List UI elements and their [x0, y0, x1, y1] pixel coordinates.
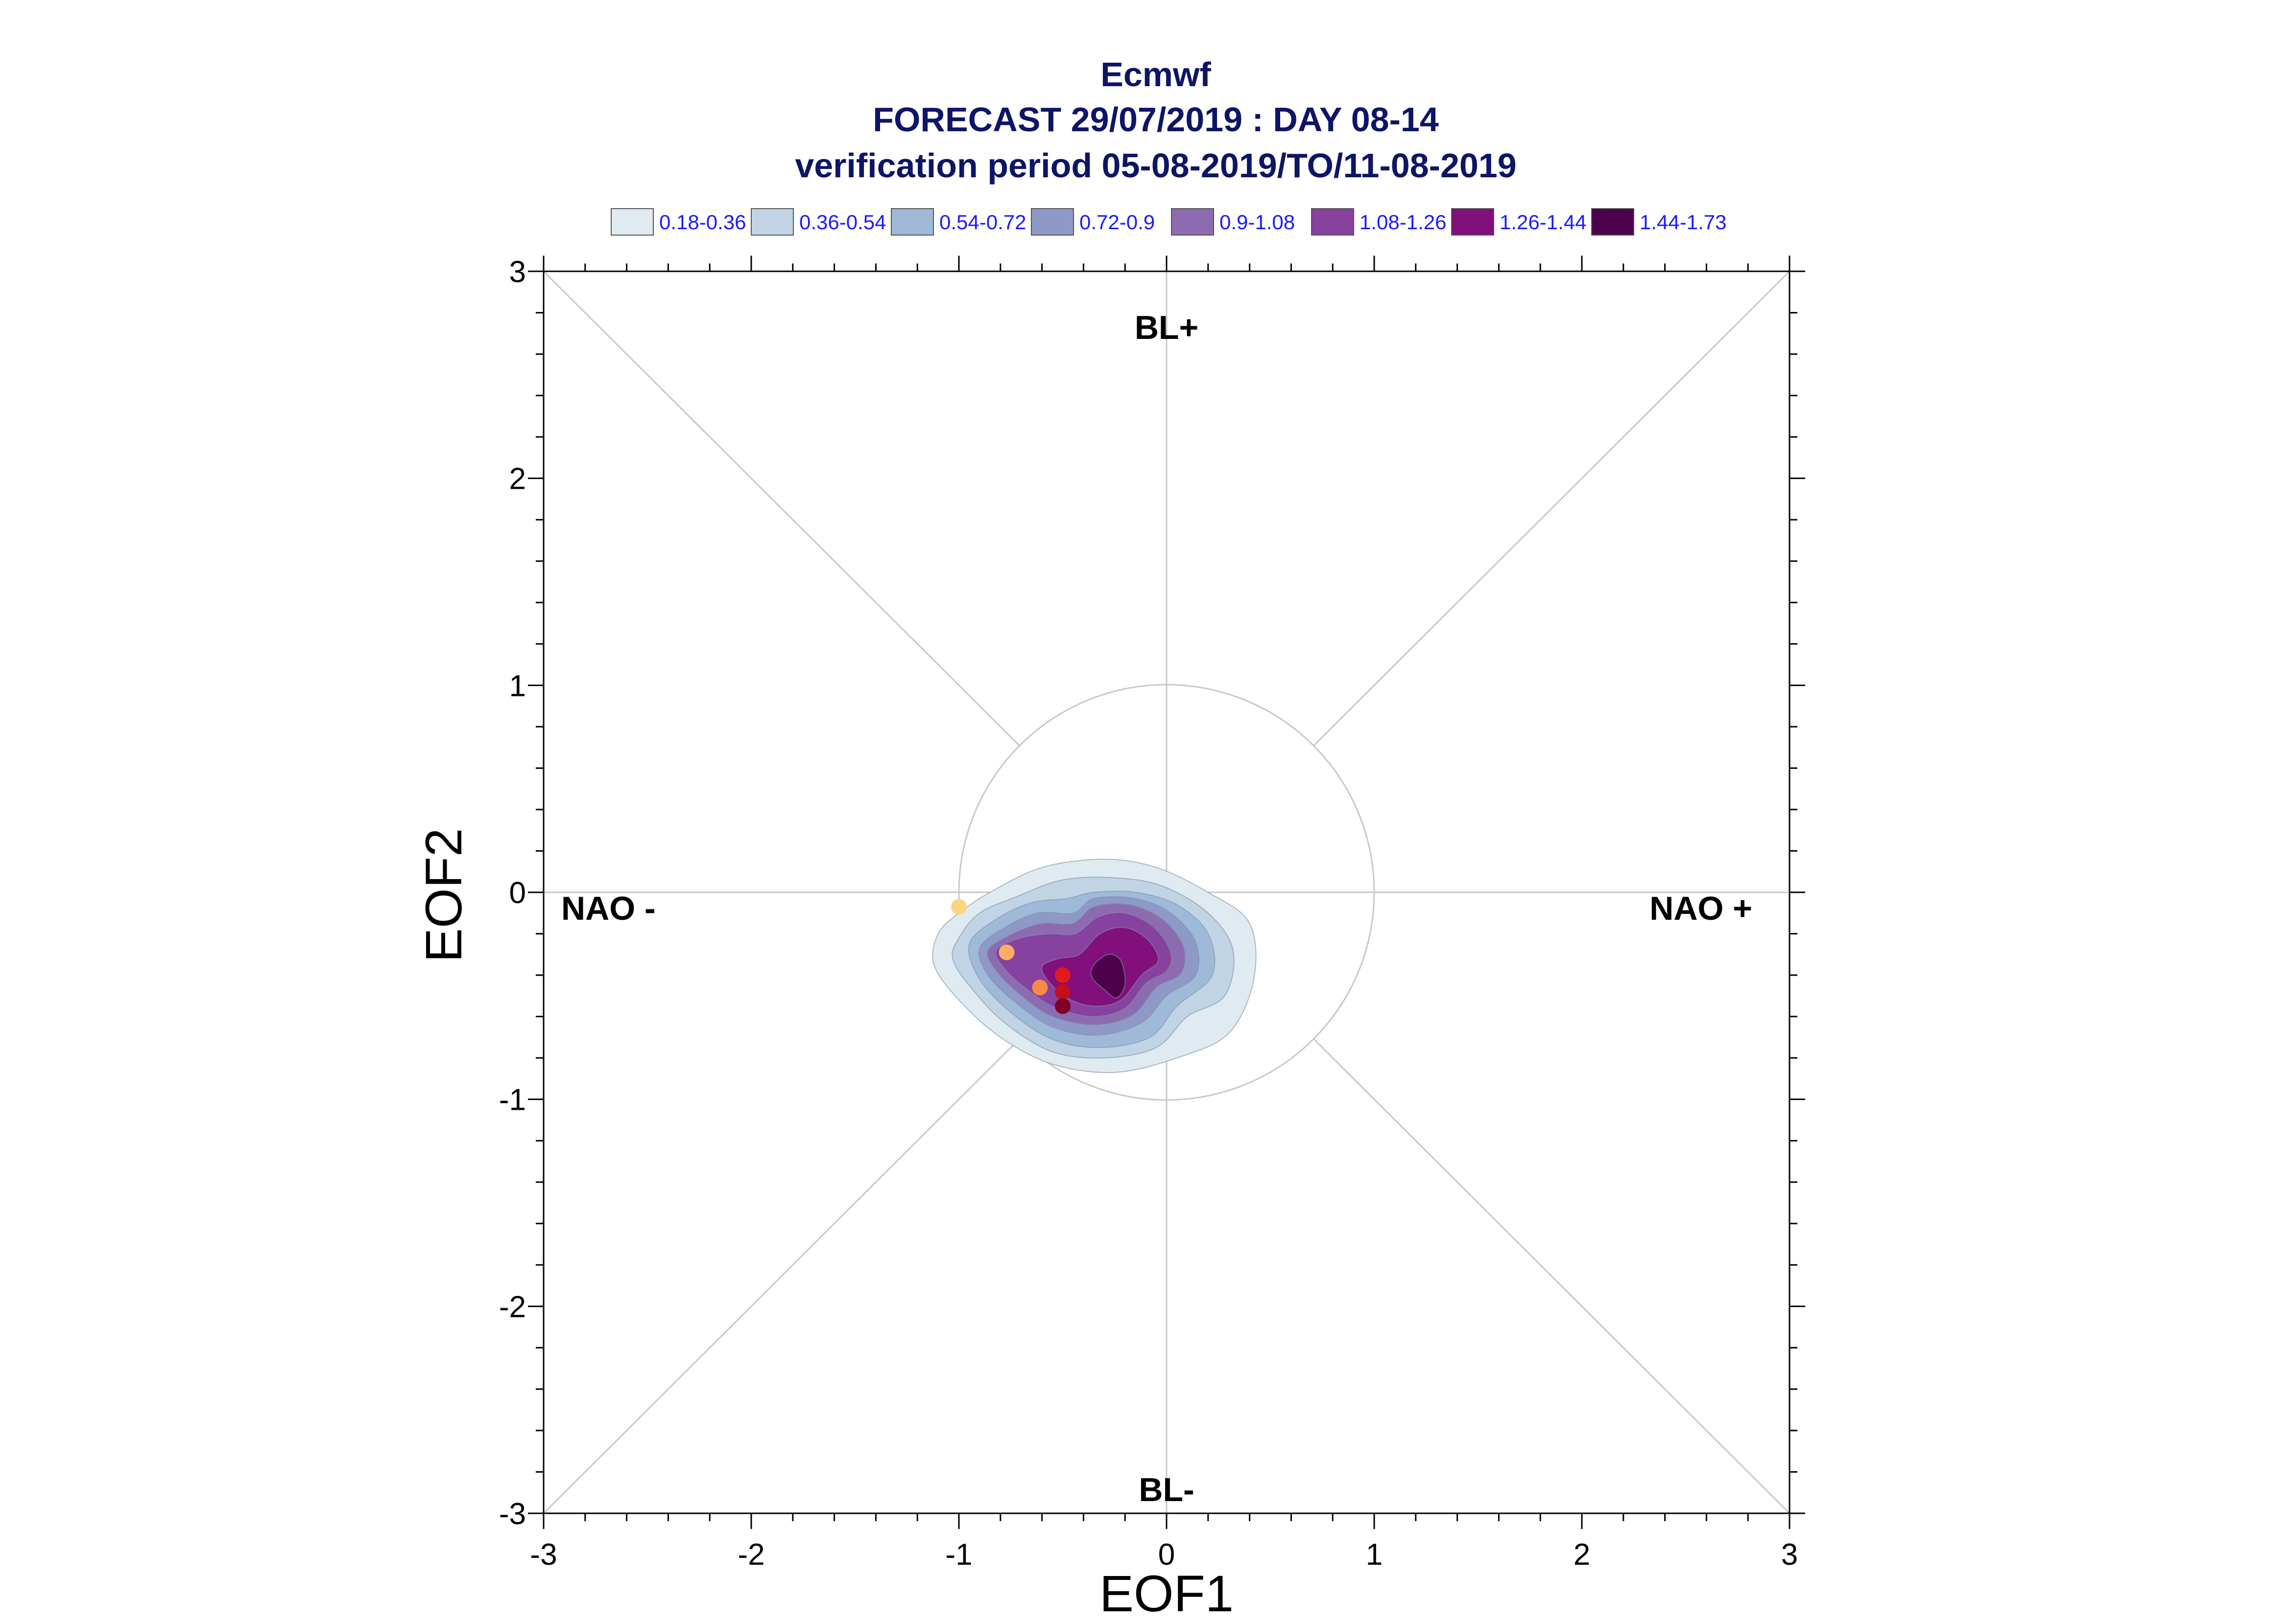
- scatter-point-1: [999, 944, 1015, 960]
- y-tick-label: 1: [509, 669, 526, 703]
- y-tick-label: 0: [509, 876, 526, 910]
- legend-swatch-7: [1591, 208, 1634, 236]
- scatter-point-3: [1055, 967, 1071, 983]
- regime-label-bottom: BL-: [1139, 1471, 1194, 1508]
- chart-title-line3: verification period 05-08-2019/TO/11-08-…: [795, 146, 1516, 185]
- regime-label-right: NAO +: [1649, 890, 1752, 927]
- grid-diagonal-ne: [1313, 270, 1790, 747]
- axis-ticks: -3 -2 -1 0 1 2 3 -3 -2 -1 0 1 2 3: [499, 255, 1805, 1572]
- legend-label-4: 0.9-1.08: [1219, 211, 1295, 234]
- legend-swatch-6: [1451, 208, 1494, 236]
- legend-swatch-1: [751, 208, 794, 236]
- scatter-points: [951, 899, 1071, 1014]
- density-contours: [932, 859, 1257, 1074]
- legend-label-2: 0.54-0.72: [939, 211, 1026, 234]
- y-tick-label: -3: [499, 1497, 526, 1531]
- unit-circle: [958, 684, 1375, 1101]
- legend-swatch-0: [611, 208, 654, 236]
- legend-swatch-2: [891, 208, 934, 236]
- x-tick-label: -2: [738, 1538, 764, 1572]
- legend-label-0: 0.18-0.36: [659, 211, 746, 234]
- x-tick-label: 1: [1366, 1538, 1383, 1572]
- legend-label-5: 1.08-1.26: [1360, 211, 1446, 234]
- y-tick-label: -2: [499, 1290, 526, 1324]
- density-contour-7: [1090, 954, 1126, 999]
- grid-diagonal-nw: [543, 270, 1021, 747]
- x-tick-label: 2: [1574, 1538, 1590, 1572]
- grid-diagonal-se: [1313, 1038, 1790, 1514]
- legend-swatch-4: [1171, 208, 1214, 236]
- grid-layer: [543, 270, 1790, 1514]
- scatter-point-4: [1055, 983, 1071, 1000]
- legend-label-7: 1.44-1.73: [1640, 211, 1726, 234]
- legend-label-1: 0.36-0.54: [799, 211, 886, 234]
- legend-label-3: 0.72-0.9: [1079, 211, 1155, 234]
- x-tick-label: -3: [530, 1538, 557, 1572]
- legend-swatch-3: [1031, 208, 1074, 236]
- y-tick-label: 2: [509, 462, 526, 496]
- chart-title-line1: Ecmwf: [1100, 55, 1211, 94]
- scatter-point-5: [1055, 998, 1071, 1014]
- x-tick-label: -1: [945, 1538, 972, 1572]
- y-tick-label: 3: [509, 255, 526, 289]
- chart-title-line2: FORECAST 29/07/2019 : DAY 08-14: [873, 100, 1439, 139]
- grid-diagonal-sw: [543, 1038, 1021, 1514]
- regime-label-left: NAO -: [561, 890, 656, 927]
- y-axis-label: EOF2: [415, 828, 473, 962]
- scatter-point-2: [1032, 979, 1048, 996]
- legend-swatch-5: [1311, 208, 1354, 236]
- x-tick-label: 3: [1781, 1538, 1798, 1572]
- y-tick-label: -1: [499, 1083, 526, 1117]
- x-tick-label: 0: [1158, 1538, 1175, 1572]
- legend-label-6: 1.26-1.44: [1500, 211, 1586, 234]
- x-axis-label: EOF1: [1099, 1565, 1234, 1622]
- scatter-point-0: [951, 899, 967, 915]
- legend: 0.18-0.36 0.36-0.54 0.54-0.72 0.72-0.9 0.9-1…: [611, 208, 1726, 236]
- regime-label-top: BL+: [1135, 309, 1198, 346]
